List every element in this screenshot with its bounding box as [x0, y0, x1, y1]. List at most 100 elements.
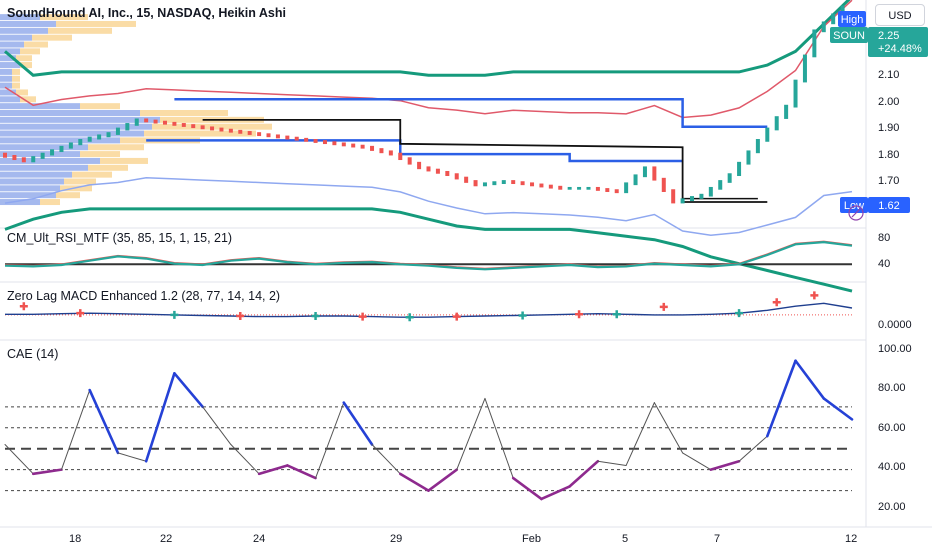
candle-up — [59, 145, 64, 153]
candle-down — [426, 166, 431, 172]
cae-segment — [257, 464, 289, 476]
cae-segment — [511, 476, 543, 501]
svg-text:+24.48%: +24.48% — [878, 43, 922, 55]
macd-plus-marker — [19, 302, 28, 311]
cae-segment — [371, 444, 401, 475]
volume-bar-up — [0, 34, 32, 41]
volume-bar-up — [0, 96, 20, 103]
cae-segment — [822, 397, 854, 421]
candle-up — [115, 127, 120, 135]
candle-down — [360, 144, 365, 149]
macd-plus-marker — [452, 312, 461, 321]
candle-up — [708, 186, 713, 197]
macd-plus-marker — [76, 309, 85, 318]
volume-bar-up — [0, 171, 72, 178]
volume-bar-down — [56, 192, 80, 199]
candle-up — [134, 118, 139, 126]
candle-down — [191, 124, 196, 129]
candle-down — [341, 142, 346, 147]
candle-up — [68, 142, 73, 149]
candle-down — [511, 180, 516, 184]
candle-up — [784, 104, 789, 119]
candle-up — [793, 79, 798, 108]
candle-up — [746, 150, 751, 165]
candle-up — [577, 186, 582, 190]
candle-down — [12, 155, 17, 161]
low-badge: Low 1.62 — [840, 197, 910, 213]
volume-bar-up — [0, 89, 16, 96]
candle-down — [153, 119, 158, 124]
symbol-badge: SOUN — [830, 27, 868, 43]
volume-bar-up — [0, 164, 88, 171]
candle-up — [87, 136, 92, 142]
candle-down — [417, 161, 422, 170]
volume-bar-up — [0, 27, 48, 34]
candle-down — [398, 152, 403, 161]
volume-bar-down — [64, 178, 96, 185]
macd-plus-marker — [311, 312, 320, 321]
candle-up — [40, 152, 45, 159]
candle-down — [332, 141, 337, 146]
candle-up — [50, 149, 55, 156]
candle-down — [200, 125, 205, 130]
candle-up — [840, 5, 845, 17]
level-line-high — [174, 98, 768, 128]
cae-segment — [173, 372, 204, 409]
volume-bar-up — [0, 48, 20, 55]
cae-segment — [765, 359, 797, 438]
candle-down — [614, 189, 619, 194]
date-label: 24 — [253, 533, 265, 545]
cae-segment — [456, 397, 486, 471]
svg-text:SOUN: SOUN — [833, 30, 865, 42]
cae-segment — [117, 452, 147, 462]
price-pane[interactable] — [3, 0, 853, 293]
volume-bar-up — [0, 20, 56, 27]
candle-down — [285, 135, 290, 140]
volume-bar-down — [20, 62, 32, 69]
date-label: 5 — [622, 533, 628, 545]
volume-bar-up — [0, 151, 80, 158]
candle-up — [482, 182, 487, 187]
candle-down — [539, 183, 544, 188]
level-line-black — [202, 118, 768, 203]
candle-down — [3, 152, 7, 158]
candle-up — [97, 134, 102, 140]
currency-button[interactable]: USD — [875, 4, 925, 26]
candle-down — [464, 176, 469, 183]
volume-bar-up — [0, 62, 20, 69]
macd-plus-marker — [735, 309, 744, 318]
chart-settings-icon[interactable] — [848, 205, 864, 221]
volume-bar-up — [0, 123, 152, 130]
cae-segment — [568, 459, 600, 488]
cae-segment — [144, 372, 176, 463]
candle-down — [351, 143, 356, 148]
macd-plus-marker — [358, 312, 367, 321]
volume-bar-down — [88, 144, 144, 151]
date-label: Feb — [522, 533, 541, 545]
candle-up — [586, 186, 591, 190]
price-tick: 1.70 — [878, 175, 899, 187]
candle-down — [228, 128, 233, 133]
volume-bar-down — [24, 41, 48, 48]
volume-bar-up — [0, 185, 60, 192]
candle-down — [661, 177, 666, 192]
svg-text:2.25: 2.25 — [878, 30, 899, 42]
candle-up — [755, 139, 760, 154]
macd-pane[interactable] — [5, 291, 853, 322]
cae-segment — [794, 359, 826, 400]
volume-bar-down — [80, 103, 120, 110]
rsi-pane[interactable] — [4, 240, 853, 271]
cae-tick: 100.00 — [878, 343, 912, 355]
candle-down — [520, 181, 525, 186]
volume-bar-down — [16, 55, 32, 62]
candle-down — [548, 184, 553, 189]
cae-segment — [738, 435, 768, 462]
volume-bar-down — [144, 130, 256, 137]
cae-pane[interactable] — [4, 359, 854, 501]
volume-bar-down — [16, 89, 28, 96]
cae-tick: 20.00 — [878, 501, 906, 513]
candle-up — [699, 193, 704, 199]
volume-bar-up — [0, 199, 40, 206]
volume-bar-up — [0, 192, 56, 199]
